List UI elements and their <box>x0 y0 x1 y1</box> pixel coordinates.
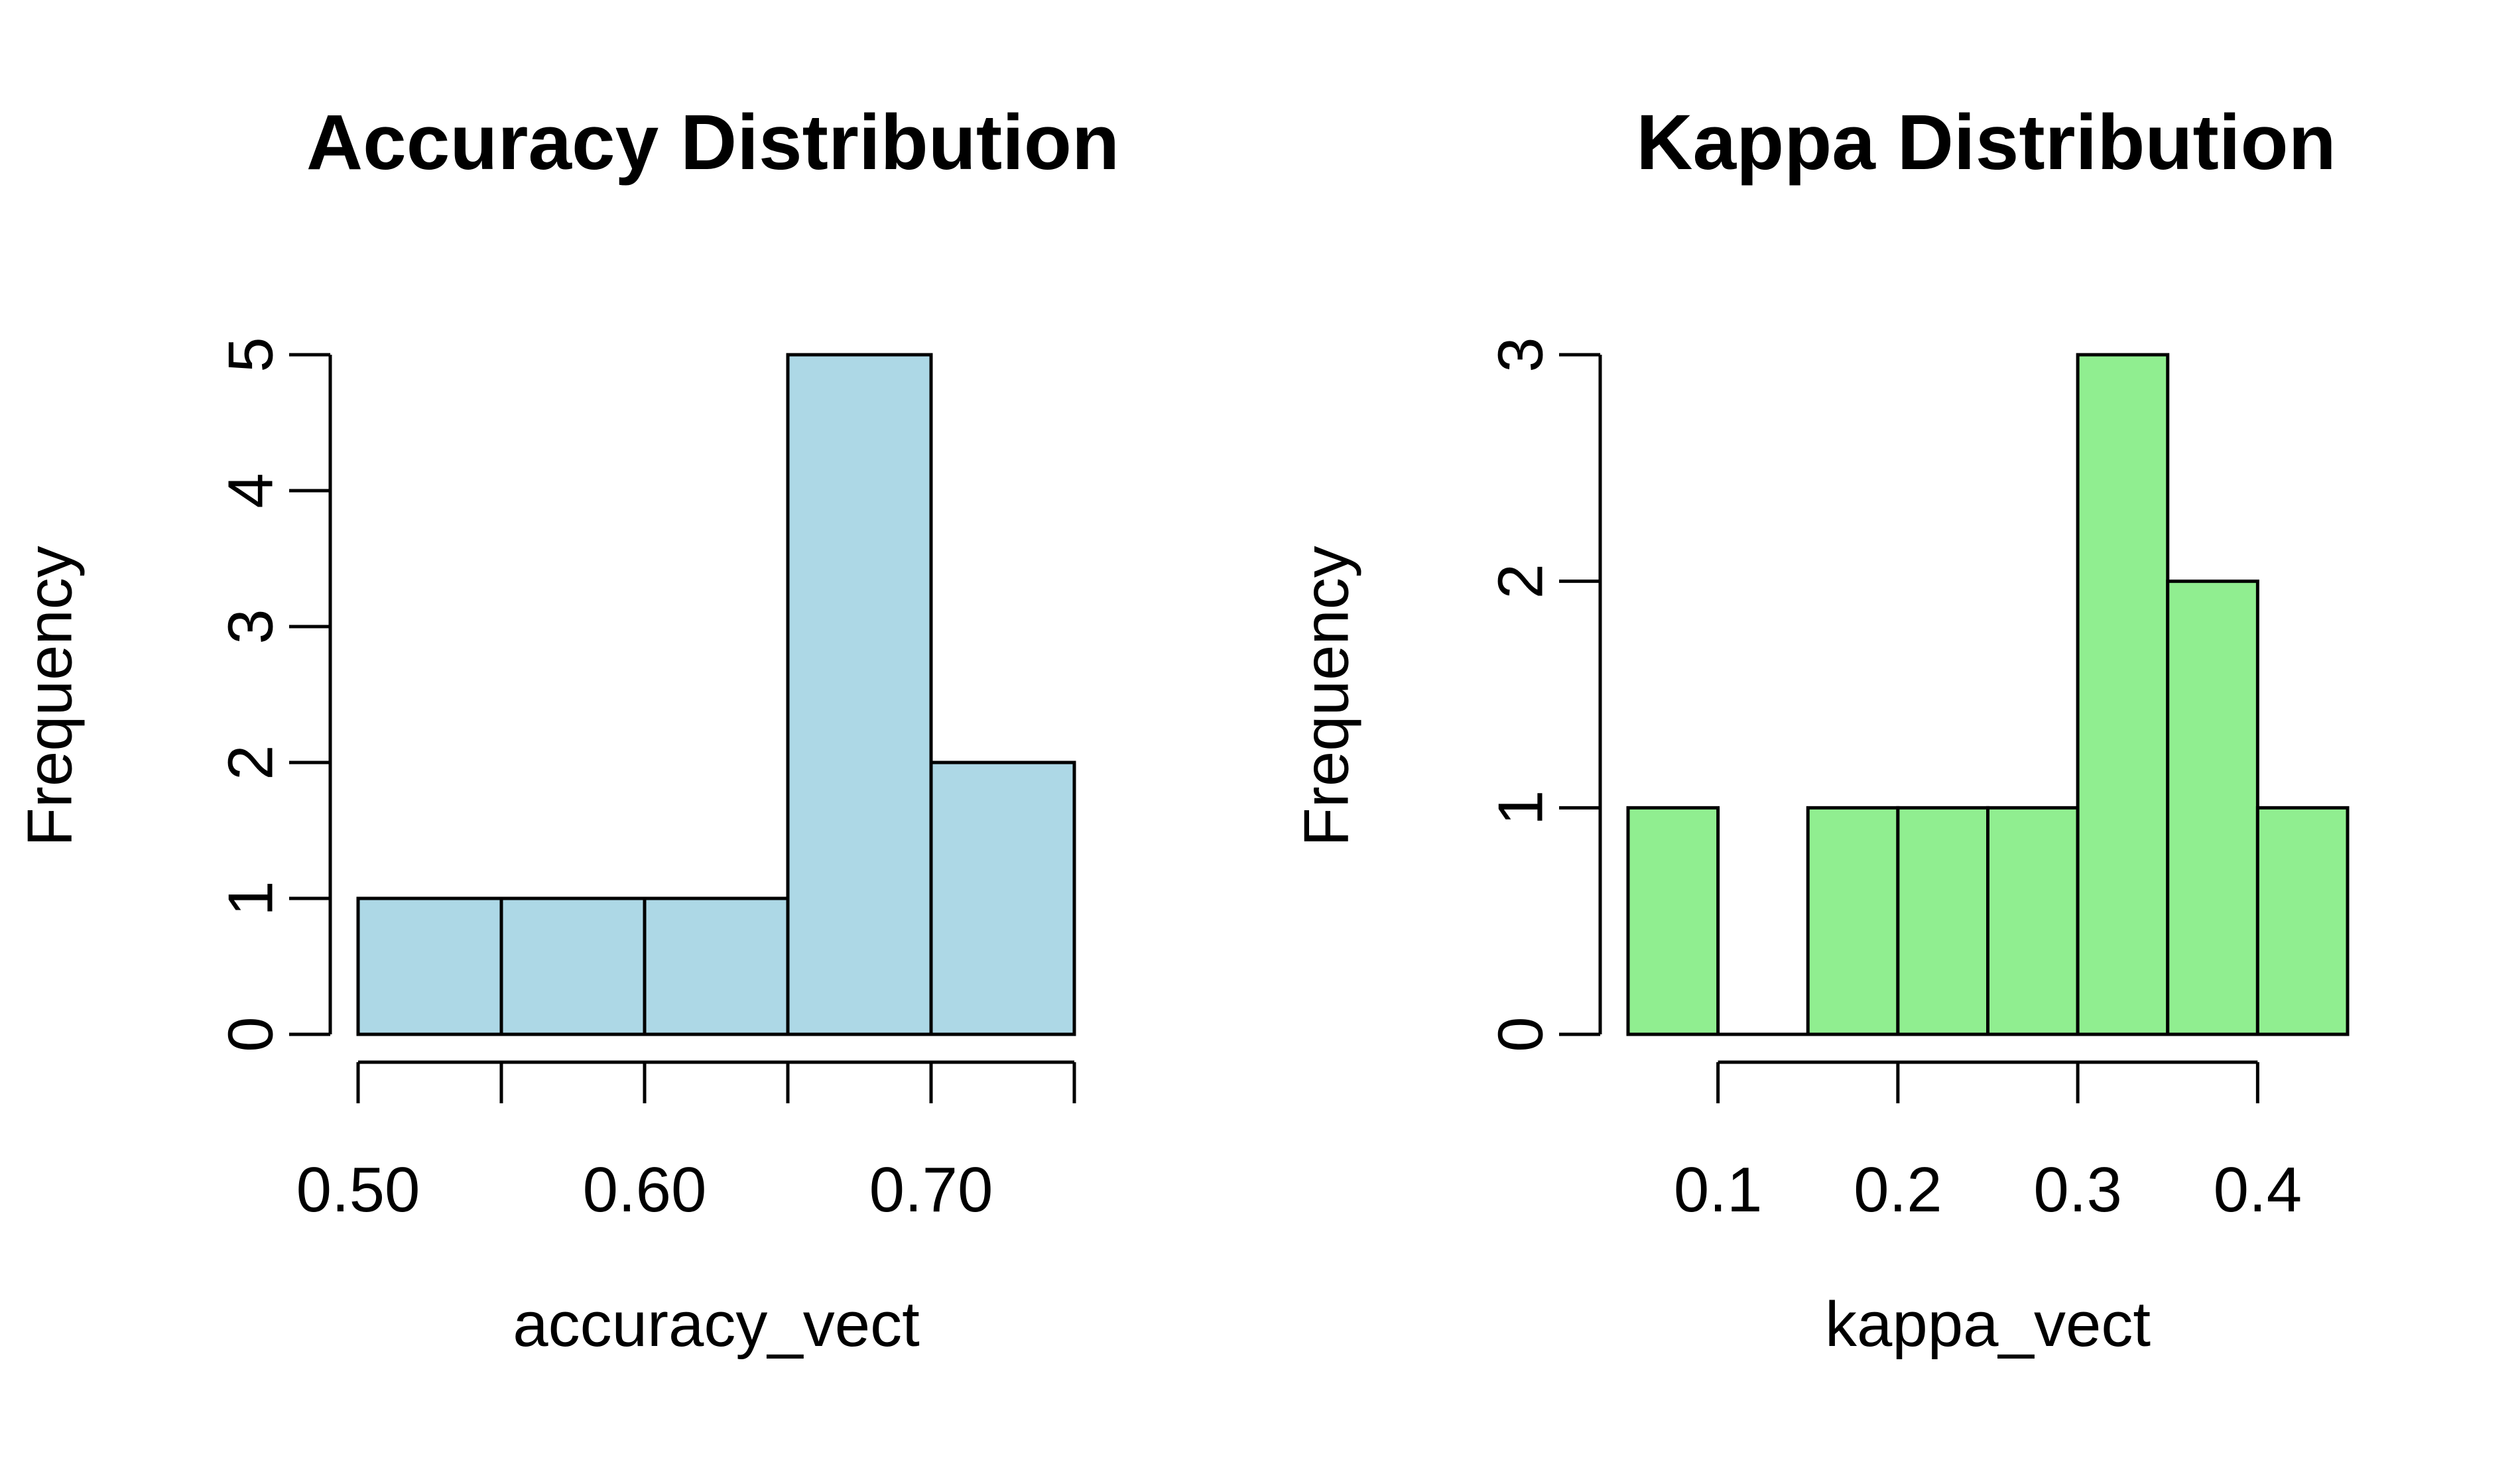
y-tick-label: 1 <box>1485 790 1556 825</box>
x-tick-label: 0.50 <box>296 1154 420 1225</box>
x-tick-label: 0.2 <box>1854 1154 1942 1225</box>
histogram-panel-1: Accuracy Distribution 0 1 2 3 4 5 0.50 0.60 0.70 a… <box>15 99 1120 1360</box>
y-tick-label: 0 <box>216 1016 286 1052</box>
y-tick-label: 3 <box>216 609 286 644</box>
y-tick-label: 5 <box>216 337 286 372</box>
x-tick-label: 0.70 <box>869 1154 993 1225</box>
x-axis: 0.1 0.2 0.3 0.4 <box>1674 1060 2302 1225</box>
histogram-bar <box>2166 579 2259 1036</box>
chart-title: Accuracy Distribution <box>306 99 1119 186</box>
y-tick-label: 2 <box>1485 564 1556 599</box>
chart-title: Kappa Distribution <box>1636 99 2336 186</box>
histogram-bar <box>1806 806 1900 1036</box>
x-tick-label: 0.3 <box>2033 1154 2121 1225</box>
x-axis-label: accuracy_vect <box>513 1289 920 1360</box>
histogram-bar <box>1626 806 1720 1036</box>
y-axis-label: Frequency <box>1291 546 1362 847</box>
y-tick-label: 4 <box>216 473 286 508</box>
x-axis-label: kappa_vect <box>1825 1289 2151 1360</box>
y-axis: 0 1 2 3 <box>1485 337 1602 1052</box>
x-axis: 0.50 0.60 0.70 <box>296 1060 1076 1225</box>
x-tick-label: 0.4 <box>2214 1154 2302 1225</box>
x-tick-label: 0.60 <box>583 1154 707 1225</box>
y-tick-label: 3 <box>1485 337 1556 372</box>
y-tick-label: 1 <box>216 881 286 916</box>
y-axis: 0 1 2 3 4 5 <box>216 337 332 1052</box>
y-tick-label: 0 <box>1485 1016 1556 1052</box>
histogram-bar <box>356 896 503 1036</box>
y-axis-label: Frequency <box>15 546 86 847</box>
histogram-bar <box>786 353 933 1036</box>
histogram-bar <box>2255 806 2350 1036</box>
histogram-panel-2: Kappa Distribution 0 1 2 3 0.1 0.2 0.3 0.4 kappa_… <box>1291 99 2350 1360</box>
histogram-bar <box>643 896 790 1036</box>
histogram-bar <box>2076 353 2170 1036</box>
x-tick-label: 0.1 <box>1674 1154 1762 1225</box>
histogram-bar <box>499 896 647 1036</box>
histogram-bar <box>1896 806 1989 1036</box>
y-tick-label: 2 <box>216 745 286 780</box>
histogram-bar <box>1986 806 2080 1036</box>
histogram-bar <box>929 761 1076 1036</box>
